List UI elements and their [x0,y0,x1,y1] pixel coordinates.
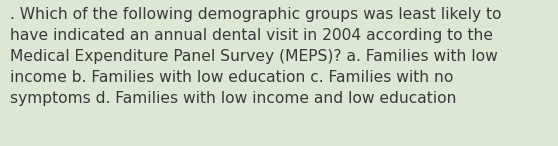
Text: . Which of the following demographic groups was least likely to
have indicated a: . Which of the following demographic gro… [10,7,502,106]
